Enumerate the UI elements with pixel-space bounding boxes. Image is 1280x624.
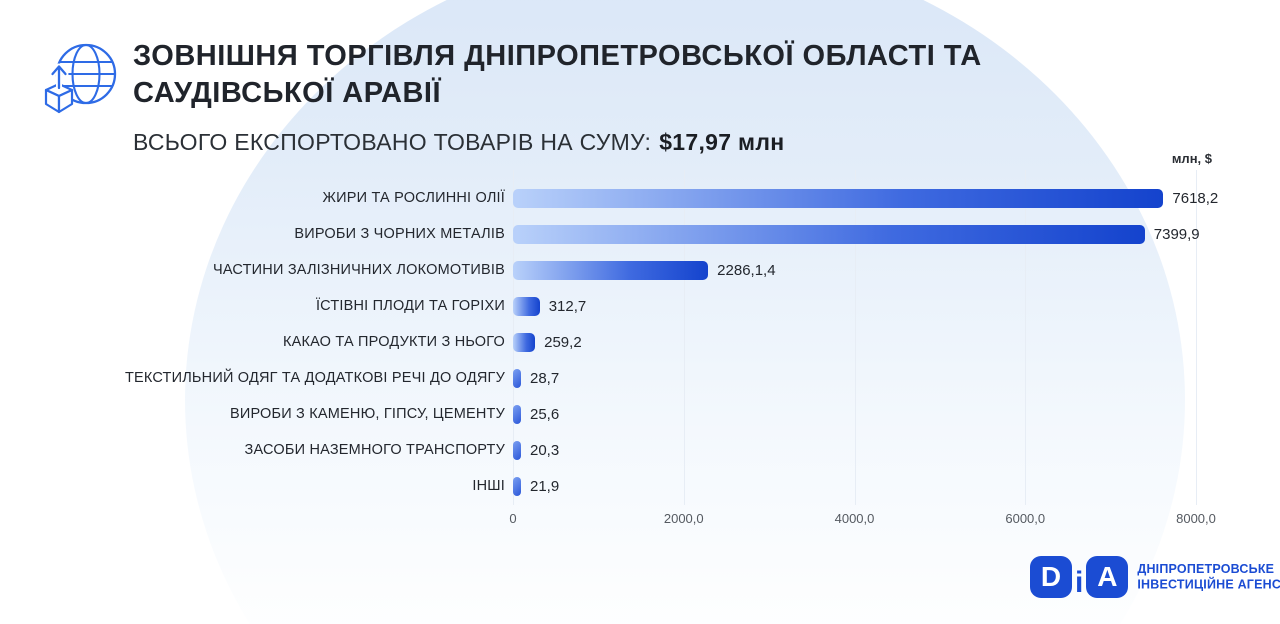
category-label: ІНШІ (472, 478, 505, 494)
bar (513, 369, 521, 388)
bar (513, 333, 536, 352)
page-title-line1: ЗОВНІШНЯ ТОРГІВЛЯ ДНІПРОПЕТРОВСЬКОЇ ОБЛА… (133, 40, 982, 72)
category-label: ВИРОБИ З ЧОРНИХ МЕТАЛІВ (294, 226, 505, 242)
bar (513, 405, 521, 424)
category-label: КАКАО ТА ПРОДУКТИ З НЬОГО (282, 334, 505, 350)
agency-name-line2: ІНВЕСТИЦІЙНЕ АГЕНСТВО (1137, 577, 1280, 592)
globe-export-icon (44, 43, 117, 114)
bar-value-label: 259,2 (544, 334, 582, 351)
category-label: ЖИРИ ТА РОСЛИННІ ОЛІЇ (322, 190, 505, 206)
logo-letter-d: D (1030, 556, 1072, 598)
subtitle-label: ВСЬОГО ЕКСПОРТОВАНО ТОВАРІВ НА СУМУ: (133, 129, 652, 155)
gridline (854, 170, 856, 505)
x-axis-tick: 8000,0 (1176, 511, 1216, 526)
x-axis-tick: 6000,0 (1005, 511, 1046, 526)
bar-value-label: 2286,1,4 (717, 262, 776, 279)
category-label: ТЕКСТИЛЬНИЙ ОДЯГ ТА ДОДАТКОВІ РЕЧІ ДО ОД… (124, 370, 505, 386)
gridline (683, 170, 685, 505)
bar (513, 225, 1145, 244)
bar (513, 477, 521, 496)
bar (513, 261, 709, 280)
dia-logo-mark: D i A (1030, 556, 1129, 599)
agency-logo: D i A ДНІПРОПЕТРОВСЬКЕ ІНВЕСТИЦІЙНЕ АГЕН… (1030, 556, 1280, 598)
category-label: ЗАСОБИ НАЗЕМНОГО ТРАНСПОРТУ (244, 442, 505, 458)
bar (513, 297, 540, 316)
gridline (1025, 170, 1027, 505)
export-box (44, 82, 74, 114)
gridline (1196, 170, 1197, 505)
bar-value-label: 312,7 (548, 298, 587, 315)
bar-value-label: 20,3 (530, 442, 560, 459)
chart-unit-label: млн, $ (1171, 151, 1212, 166)
agency-name-line1: ДНІПРОПЕТРОВСЬКЕ (1137, 561, 1275, 576)
up-arrow (49, 63, 69, 91)
page-subtitle: ВСЬОГО ЕКСПОРТОВАНО ТОВАРІВ НА СУМУ: $17,… (133, 128, 784, 156)
bar-value-label: 7399,9 (1153, 226, 1200, 243)
logo-letter-a: A (1086, 556, 1129, 598)
agency-logo-text: ДНІПРОПЕТРОВСЬКЕ ІНВЕСТИЦІЙНЕ АГЕНСТВО (1137, 561, 1280, 593)
x-axis-tick: 0 (509, 511, 517, 526)
category-label: ЧАСТИНИ ЗАЛІЗНИЧНИХ ЛОКОМОТИВІВ (213, 262, 505, 278)
bar-value-label: 7618,2 (1172, 190, 1219, 207)
bar-value-label: 25,6 (530, 406, 560, 423)
page-title: ЗОВНІШНЯ ТОРГІВЛЯ ДНІПРОПЕТРОВСЬКОЇ ОБЛА… (133, 38, 1133, 112)
logo-letter-i: i (1075, 566, 1084, 599)
subtitle-value: $17,97 млн (659, 129, 785, 155)
x-axis-tick: 4000,0 (834, 511, 875, 526)
bar-value-label: 28,7 (530, 370, 560, 387)
bar-value-label: 21,9 (530, 478, 560, 495)
bar (513, 189, 1164, 208)
bar (513, 441, 521, 460)
page-title-line2: САУДІВСЬКОЇ АРАВІЇ (133, 77, 441, 109)
category-label: ВИРОБИ З КАМЕНЮ, ГІПСУ, ЦЕМЕНТУ (229, 406, 505, 422)
x-axis-tick: 2000,0 (663, 511, 704, 526)
category-label: ЇСТІВНІ ПЛОДИ ТА ГОРІХИ (315, 298, 505, 314)
